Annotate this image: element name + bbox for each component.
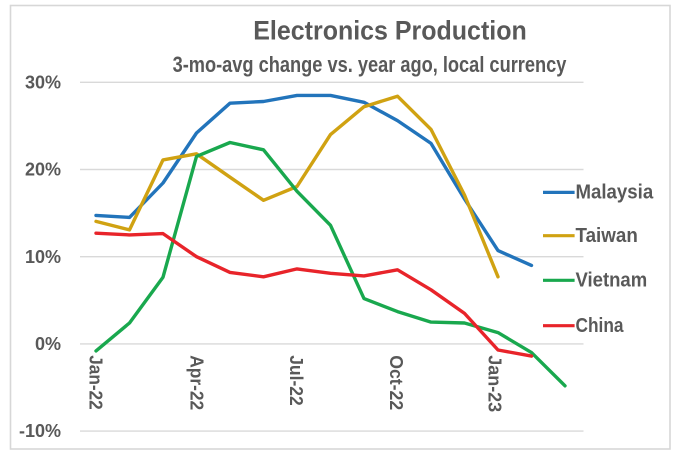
svg-text:Electronics Production: Electronics Production [253, 16, 527, 46]
svg-text:Malaysia: Malaysia [576, 181, 654, 204]
svg-text:Jan-22: Jan-22 [85, 355, 105, 410]
svg-text:20%: 20% [25, 160, 61, 180]
svg-text:10%: 10% [25, 247, 61, 267]
svg-text:Vietnam: Vietnam [576, 269, 648, 292]
svg-text:China: China [576, 314, 624, 337]
svg-text:Jan-23: Jan-23 [485, 355, 505, 412]
svg-text:0%: 0% [35, 334, 61, 354]
svg-text:Taiwan: Taiwan [576, 224, 638, 247]
svg-text:-10%: -10% [19, 421, 61, 441]
svg-text:Jul-22: Jul-22 [286, 355, 306, 406]
svg-text:Apr-22: Apr-22 [186, 355, 206, 410]
svg-text:3-mo-avg change vs. year ago,: 3-mo-avg change vs. year ago, local curr… [173, 52, 567, 77]
svg-text:30%: 30% [25, 72, 61, 92]
svg-text:Oct-22: Oct-22 [386, 355, 406, 410]
